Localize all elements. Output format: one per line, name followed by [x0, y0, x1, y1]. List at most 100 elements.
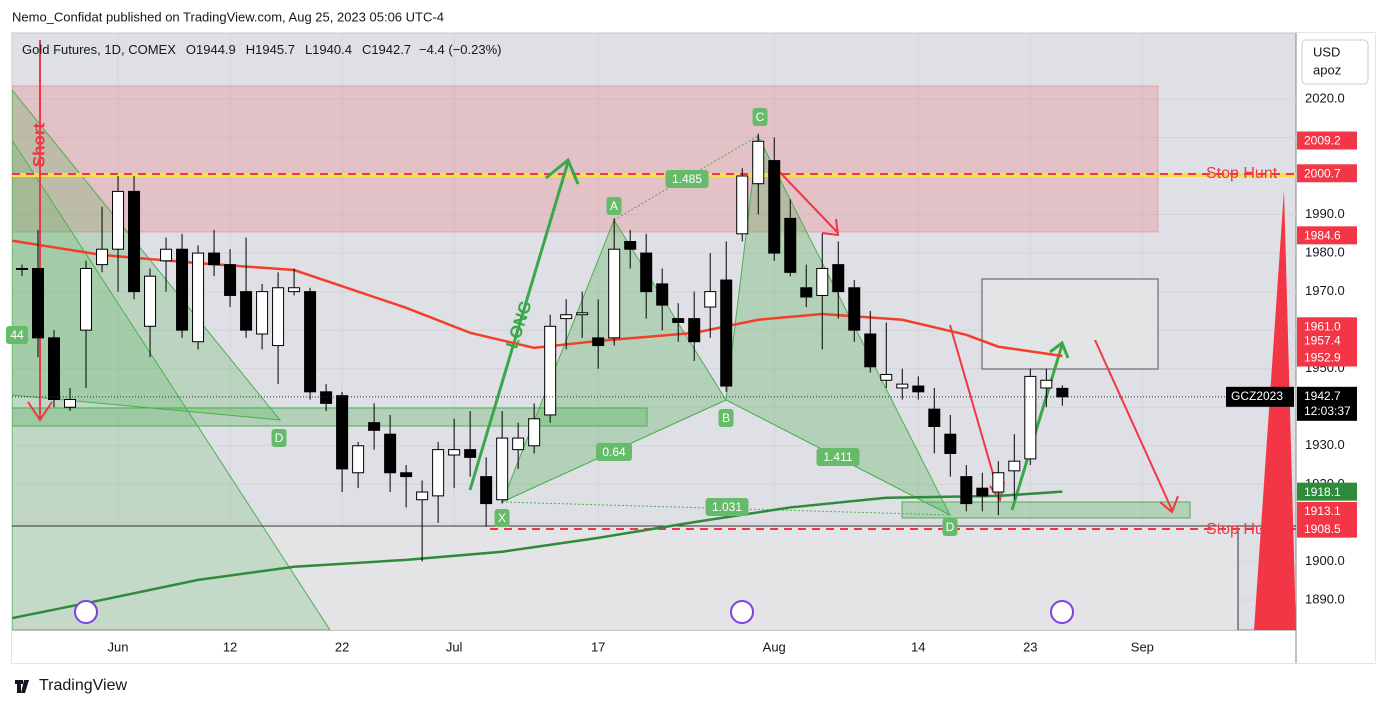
y-tick-label: 1930.0: [1305, 437, 1345, 452]
title: Gold Futures, 1D, COMEX: [22, 42, 176, 57]
currency-box: [1301, 39, 1369, 85]
candle-body: [864, 333, 877, 368]
x-tick-label: 14: [911, 639, 925, 654]
event-icon[interactable]: [1050, 600, 1074, 624]
candle-body: [272, 287, 285, 347]
price-label: 1961.0: [1304, 319, 1341, 333]
pattern-label-box: [494, 509, 510, 527]
ohlc-key: C: [362, 42, 371, 57]
harmonic-link: [501, 399, 951, 516]
publisher: Nemo_Confidat published on TradingView.c…: [12, 9, 444, 24]
candle-body: [496, 437, 509, 501]
pattern-label-box: [606, 197, 622, 215]
event-icon[interactable]: [74, 600, 98, 624]
x-tick-label: Jun: [108, 639, 129, 654]
candle-body: [896, 383, 909, 389]
candle-body: [912, 385, 925, 393]
x-tick-label: 17: [591, 639, 605, 654]
pattern-label: 1.031: [712, 500, 742, 514]
symbol-legend: Gold Futures, 1D, COMEX O1944.9 H1945.7 L19…: [22, 42, 501, 57]
candle-body: [816, 267, 829, 296]
candle-body: [640, 252, 653, 293]
ohlc-value: 1944.9: [196, 42, 236, 57]
y-tick-label: 1990.0: [1305, 206, 1345, 221]
pattern-label-box: [718, 409, 734, 427]
price-label: 1984.6: [1304, 229, 1341, 243]
price-label: 1952.9: [1304, 351, 1341, 365]
candle-body: [16, 267, 29, 270]
candle-body: [304, 291, 317, 393]
pattern: [12, 139, 331, 630]
price-label-box: [1297, 501, 1357, 520]
pattern-label: X: [498, 511, 506, 525]
candle-body: [592, 337, 605, 347]
price-label-box: [1297, 317, 1357, 336]
ohlc-value: 1945.7: [255, 42, 295, 57]
price-label-box: [1297, 226, 1357, 245]
price-label: 1918.1: [1304, 485, 1341, 499]
ohlc-value: 1942.7: [371, 42, 411, 57]
pattern-label-box: [752, 108, 768, 126]
price-label: 2000.7: [1304, 166, 1341, 180]
candle-body: [576, 312, 589, 316]
candle-body: [512, 437, 525, 451]
price-label-box: [1297, 331, 1357, 350]
pattern-label: 0.64: [602, 445, 626, 459]
candle-body: [320, 391, 333, 404]
moving-average: [12, 490, 1063, 620]
arrows: [468, 157, 1070, 511]
candle-body: [1040, 379, 1053, 389]
candle-body: [256, 291, 269, 335]
candle-body: [1008, 460, 1021, 472]
pattern-label: D: [275, 431, 284, 445]
ohlc-key: L: [305, 42, 312, 57]
pattern-label: C: [756, 110, 765, 124]
candle-body: [800, 287, 813, 298]
arrow: [1254, 190, 1296, 630]
price-label-box: [1297, 348, 1357, 367]
price-label: 1913.1: [1304, 504, 1341, 518]
candle-body: [784, 217, 797, 273]
candle-body: [704, 291, 717, 308]
candle-body: [752, 140, 765, 185]
pattern-label-box: [665, 170, 709, 188]
candle-body: [768, 160, 781, 254]
candle-body: [480, 476, 493, 505]
candle-body: [160, 248, 173, 262]
candle-body: [656, 283, 669, 306]
drawings: [12, 40, 1296, 630]
pattern-label: B: [722, 411, 730, 425]
candle-body: [432, 449, 445, 497]
zone: [12, 407, 648, 427]
annotation: Stop Hunt: [1206, 521, 1278, 538]
time-axis: [12, 630, 1296, 663]
candle-body: [32, 267, 45, 339]
x-tick-label: 22: [335, 639, 349, 654]
candle-body: [560, 314, 573, 320]
candle-body: [368, 422, 381, 431]
pattern-label-box: [271, 429, 287, 447]
supply-zone: [12, 85, 1159, 233]
zone: [901, 501, 1191, 519]
candle-body: [960, 476, 973, 505]
pattern-label: 1.411: [823, 450, 852, 464]
candle-body: [832, 264, 845, 293]
annotations: Short LONG Stop Hunt Stop Hunt XABCDD1.4…: [6, 108, 1278, 538]
x-tick-label: Sep: [1131, 639, 1154, 654]
candle-body: [144, 275, 157, 327]
candle-body: [128, 190, 141, 293]
candle-body: [384, 433, 397, 474]
y-tick-label: 1980.0: [1305, 245, 1345, 260]
pattern-label: A: [610, 199, 618, 213]
candle-body: [624, 241, 637, 250]
candle-body: [96, 248, 109, 266]
brand: TradingView: [39, 677, 127, 694]
x-tick-label: 12: [223, 639, 237, 654]
candle-body: [992, 472, 1005, 493]
pattern-label: D: [946, 520, 955, 534]
event-icon[interactable]: [730, 600, 754, 624]
annotation: Stop Hunt: [1206, 165, 1278, 182]
candle-body: [192, 252, 205, 343]
